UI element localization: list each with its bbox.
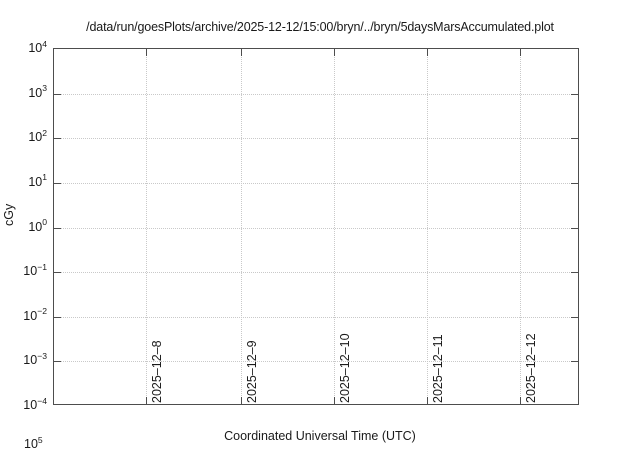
gridline-vertical <box>146 49 148 404</box>
x-axis-tick-label: 2025–12–10 <box>337 333 352 403</box>
y-axis-tick-label: 10−4 <box>23 395 47 413</box>
gridline-horizontal <box>54 182 578 184</box>
x-axis-title: Coordinated Universal Time (UTC) <box>224 429 416 443</box>
axis-tick-mark <box>54 93 61 95</box>
axis-tick-mark <box>427 49 429 56</box>
plot-area <box>53 48 579 405</box>
axis-tick-mark <box>571 316 578 318</box>
axis-tick-mark <box>241 49 243 56</box>
axis-tick-mark <box>54 272 61 274</box>
gridline-horizontal <box>54 227 578 229</box>
axis-tick-mark <box>571 138 578 140</box>
gridline-horizontal <box>54 272 578 274</box>
axis-tick-mark <box>146 397 148 404</box>
y-axis-tick-label: 104 <box>28 38 47 56</box>
axis-tick-mark <box>571 272 578 274</box>
axis-tick-mark <box>333 49 335 56</box>
axis-tick-mark <box>571 361 578 363</box>
gridline-vertical <box>427 49 429 404</box>
gridline-horizontal <box>54 316 578 318</box>
axis-tick-mark <box>427 397 429 404</box>
gridline-horizontal <box>54 138 578 140</box>
axis-tick-mark <box>520 49 522 56</box>
axis-tick-mark <box>54 361 61 363</box>
y-axis-tick-label: 10−3 <box>23 350 47 368</box>
axis-tick-mark <box>571 227 578 229</box>
axis-tick-mark <box>571 182 578 184</box>
y-axis-tick-label: 10−1 <box>23 261 47 279</box>
axis-tick-mark <box>520 397 522 404</box>
axis-tick-mark <box>146 49 148 56</box>
gridline-vertical <box>520 49 522 404</box>
y-axis-title: cGy <box>2 203 16 226</box>
gridline-vertical <box>333 49 335 404</box>
gridline-vertical <box>241 49 243 404</box>
y-axis-tick-label: 101 <box>28 172 47 189</box>
gridline-horizontal <box>54 361 578 363</box>
x-axis-tick-label: 2025–12–9 <box>245 340 260 403</box>
axis-tick-mark <box>333 397 335 404</box>
axis-tick-mark <box>54 227 61 229</box>
axis-tick-mark <box>571 93 578 95</box>
y-axis-tick-label: 103 <box>28 83 47 100</box>
axis-tick-mark <box>241 397 243 404</box>
gridline-horizontal <box>54 93 578 95</box>
y-axis-tick-label: 10−2 <box>23 306 47 323</box>
clipped-next-panel-tick-label: 105 <box>24 434 43 451</box>
axis-tick-mark <box>54 138 61 140</box>
y-axis-tick-label: 100 <box>28 217 47 234</box>
page-title: /data/run/goesPlots/archive/2025-12-12/1… <box>86 20 554 34</box>
x-axis-tick-label: 2025–12–8 <box>150 340 165 403</box>
axis-tick-mark <box>54 316 61 318</box>
y-axis-tick-labels: 104 103 102 101 100 10−1 10−2 10−3 10−4 <box>0 39 47 413</box>
y-axis-tick-label: 102 <box>28 127 47 145</box>
x-axis-tick-label: 2025–12–11 <box>431 334 446 403</box>
x-axis-tick-label: 2025–12–12 <box>524 333 539 403</box>
axis-tick-mark <box>54 182 61 184</box>
